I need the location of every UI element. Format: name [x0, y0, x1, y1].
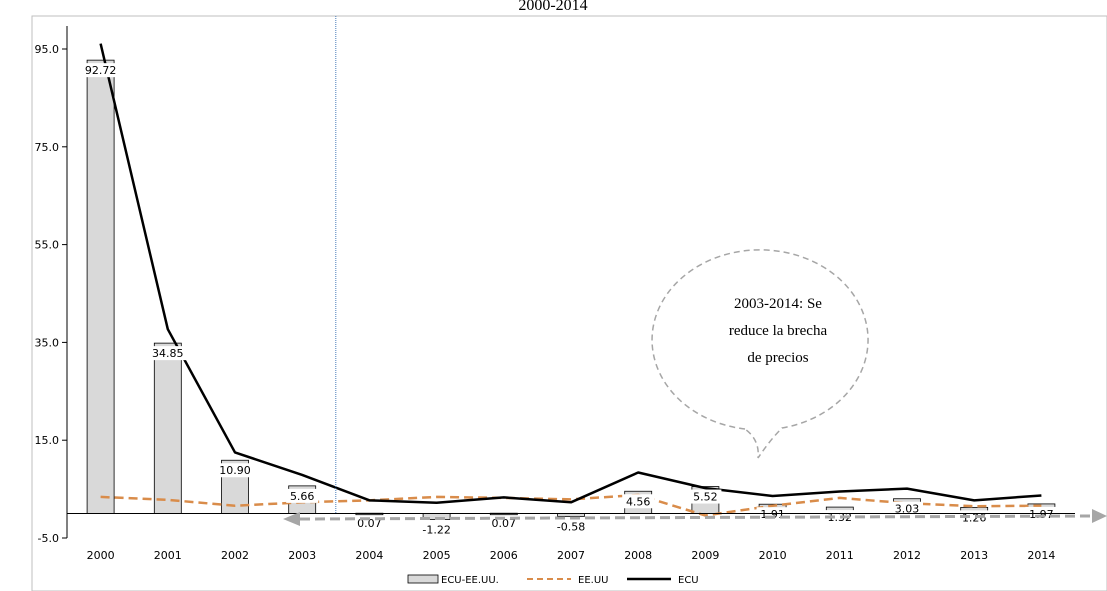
callout-line-1: 2003-2014: Se — [734, 296, 822, 312]
bar-data-label: 1.91 — [760, 508, 785, 521]
bar-data-label: 0.07 — [357, 517, 382, 530]
legend-swatch-bar — [407, 574, 439, 584]
x-tick-label: 2008 — [624, 549, 652, 562]
x-tick-label: 2002 — [221, 549, 249, 562]
bar-data-label: 34.85 — [152, 347, 184, 360]
x-tick-label: 2001 — [154, 549, 182, 562]
bar-data-label: 1.97 — [1029, 508, 1054, 521]
legend-label-ecu: ECU — [678, 575, 699, 586]
bar — [153, 342, 182, 514]
ecu-inflation-line — [99, 43, 1042, 505]
x-tick-label: 2009 — [691, 549, 719, 562]
x-tick-label: 2003 — [288, 549, 316, 562]
y-axis: 95.0 75.0 55.0 35.0 15.0 -5.0 — [35, 26, 68, 545]
line-series — [99, 43, 1042, 517]
plot-frame — [31, 15, 1107, 591]
legend-label-us: EE.UU — [578, 575, 608, 586]
y-tick-label: 55.0 — [35, 239, 60, 252]
callout-bubble: 2003-2014: Se reduce la brecha de precio… — [651, 249, 869, 459]
bar-data-label: 3.03 — [895, 503, 920, 516]
x-tick-label: 2012 — [893, 549, 921, 562]
us-inflation-line — [100, 493, 1042, 517]
period-arrow — [283, 509, 1107, 526]
bar-data-label: 1.26 — [962, 511, 987, 524]
bar-data-labels: 92.72 34.85 10.90 5.66 0.07 -1.22 0.07 -0.58 4.5… — [81, 63, 1058, 537]
y-tick-label: 75.0 — [35, 141, 60, 154]
x-tick-label: 2010 — [759, 549, 787, 562]
bar-series — [86, 59, 1056, 520]
bar-label-bg — [417, 522, 457, 537]
legend-item-us: EE.UU — [527, 575, 608, 586]
chart-title: 2000-2014 — [518, 0, 587, 14]
x-tick-label: 2005 — [423, 549, 451, 562]
callout-line-3: de precios — [747, 350, 808, 366]
bar-label-bg — [148, 346, 188, 361]
legend-label-bar: ECU-EE.UU. — [441, 575, 499, 586]
bar-label-bg — [286, 488, 319, 503]
bar-data-label: 10.90 — [219, 464, 251, 477]
legend: ECU-EE.UU. EE.UU ECU — [407, 574, 699, 586]
bar-label-bg — [622, 494, 655, 509]
bar-data-label: 1.32 — [828, 511, 853, 524]
bar-data-label: -0.58 — [557, 520, 585, 533]
bar-data-label: 4.56 — [626, 495, 651, 508]
bar-label-bg — [891, 501, 923, 516]
bar-label-bg — [81, 63, 121, 78]
x-tick-label: 2014 — [1027, 549, 1055, 562]
bar-data-label: 0.07 — [492, 517, 517, 530]
bar-data-label: 92.72 — [85, 64, 117, 77]
y-tick-label: -5.0 — [38, 532, 59, 545]
x-tick-label: 2000 — [87, 549, 115, 562]
bar-data-label: 5.52 — [693, 491, 718, 504]
bar-data-label: 5.66 — [290, 490, 315, 503]
bar — [86, 59, 115, 514]
x-tick-label: 2013 — [960, 549, 988, 562]
legend-item-bar: ECU-EE.UU. — [407, 574, 499, 586]
bar-label-bg — [551, 519, 591, 534]
x-axis: 2000 2001 2002 2003 2004 2005 2006 2007 2008 2009… — [67, 513, 1075, 562]
x-tick-label: 2006 — [490, 549, 518, 562]
legend-item-ecu: ECU — [627, 575, 699, 586]
x-tick-label: 2007 — [557, 549, 585, 562]
bar-label-bg — [689, 489, 722, 504]
x-tick-label: 2004 — [355, 549, 383, 562]
callout-line-2: reduce la brecha — [729, 323, 828, 339]
y-tick-label: 15.0 — [35, 434, 60, 447]
bar-data-label: -1.22 — [422, 524, 450, 537]
y-tick-label: 95.0 — [35, 43, 60, 56]
bar-label-bg — [215, 463, 255, 478]
y-tick-label: 35.0 — [35, 336, 60, 349]
x-tick-label: 2011 — [826, 549, 854, 562]
